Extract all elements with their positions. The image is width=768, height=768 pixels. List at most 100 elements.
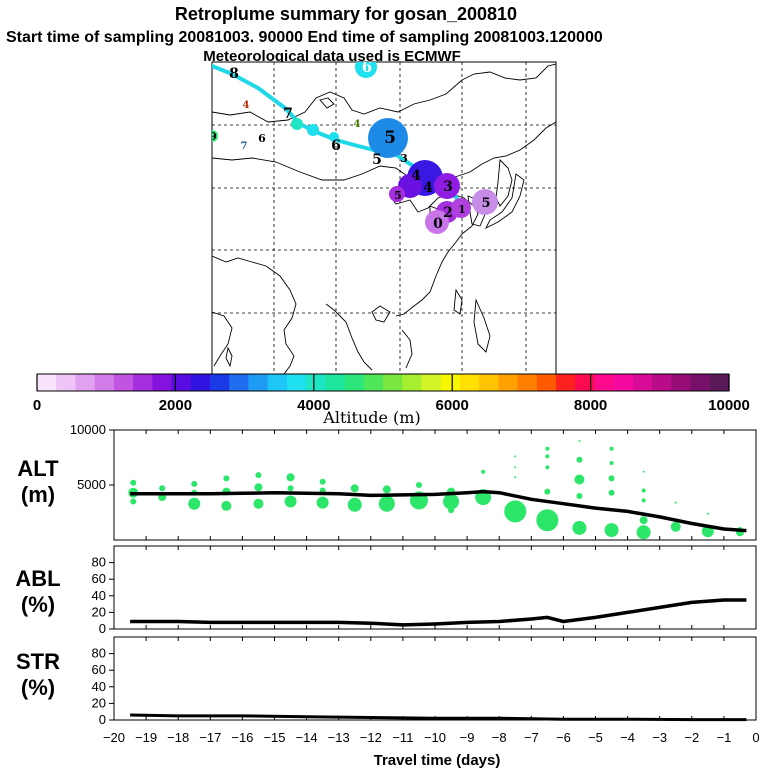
traj-label: 6 xyxy=(331,138,341,154)
alt-point xyxy=(609,461,614,465)
alt-point xyxy=(514,476,517,479)
traj-label: 4 xyxy=(423,180,433,196)
cluster-3 xyxy=(434,173,460,199)
traj-label: 3 xyxy=(400,152,408,165)
alt-point xyxy=(636,525,651,540)
alt-point xyxy=(670,521,681,532)
alt-point xyxy=(286,473,295,482)
alt-point xyxy=(159,485,166,492)
alt-point xyxy=(130,479,137,486)
x-tick-label: −8 xyxy=(492,730,507,745)
colorbar-swatch xyxy=(56,374,77,391)
alt-point xyxy=(641,498,646,503)
colorbar-swatch xyxy=(171,374,192,391)
colorbar-swatch xyxy=(267,374,288,391)
colorbar-swatch xyxy=(671,374,692,391)
figure-title: Retroplume summary for gosan_200810 xyxy=(175,4,517,24)
traj-label: 4 xyxy=(243,100,250,111)
colorbar-swatch xyxy=(94,374,115,391)
colorbar-swatch xyxy=(229,374,250,391)
alt-point xyxy=(443,493,460,510)
y-tick-label: 40 xyxy=(92,588,106,603)
str-panel-unit: (%) xyxy=(21,675,55,700)
alt-point xyxy=(642,470,645,473)
colorbar-swatch xyxy=(75,374,96,391)
alt-point xyxy=(254,483,263,492)
alt-xticks xyxy=(113,430,757,540)
alt-point xyxy=(544,488,551,495)
colorbar-swatch xyxy=(440,374,461,391)
abl-panel-unit: (%) xyxy=(21,592,55,617)
alt-point xyxy=(578,440,581,442)
y-tick-label: 80 xyxy=(92,646,106,661)
colorbar-swatch xyxy=(152,374,173,391)
alt-point xyxy=(350,484,359,493)
alt-panel-frame xyxy=(113,429,757,541)
alt-point xyxy=(347,497,362,512)
y-tick-label: 60 xyxy=(92,662,106,677)
colorbar-swatch xyxy=(613,374,634,391)
colorbar-swatch xyxy=(594,374,615,391)
cluster-7 xyxy=(307,124,319,136)
cluster-2b xyxy=(451,198,471,218)
alt-point xyxy=(316,496,329,509)
traj-label: 3 xyxy=(443,179,453,195)
alt-point xyxy=(608,489,615,496)
colorbar-tick-label: 4000 xyxy=(297,397,330,414)
traj-label: 5 xyxy=(384,128,396,148)
colorbar-swatch xyxy=(498,374,519,391)
traj-label: 2 xyxy=(443,205,453,221)
alt-panel: ALT (m) 5000 10000 xyxy=(17,422,757,541)
alt-point xyxy=(572,520,587,535)
colorbar-swatch xyxy=(306,374,326,391)
traj-label: 5 xyxy=(372,152,382,168)
colorbar-swatch xyxy=(286,374,307,391)
met-data-source: Meteorological data used is ECMWF xyxy=(203,48,461,65)
alt-point xyxy=(536,509,559,532)
x-tick-label: −4 xyxy=(620,730,635,745)
colorbar-tick-label: 2000 xyxy=(159,397,192,414)
alt-point xyxy=(319,478,326,485)
colorbar-swatch xyxy=(363,374,384,391)
alt-point xyxy=(221,500,232,511)
traj-label: 7 xyxy=(283,106,293,122)
colorbar-swatch xyxy=(190,374,211,391)
alt-point xyxy=(284,495,297,508)
map-gridlines xyxy=(212,62,556,374)
y-tick-label: 5000 xyxy=(77,477,106,492)
cluster-5b xyxy=(389,186,405,202)
x-tick-label: −17 xyxy=(199,730,221,745)
alt-point xyxy=(574,474,585,485)
map-panel: 6 8 4 7 4 9 7 6 6 5 5 3 4 4 3 5 5 2 1 0 xyxy=(209,58,557,375)
abl-panel-label: ABL xyxy=(15,566,60,591)
traj-label: 9 xyxy=(209,130,217,143)
x-tick-label: −14 xyxy=(296,730,318,745)
traj-label: 6 xyxy=(258,132,266,145)
sampling-times: Start time of sampling 20081003. 90000 E… xyxy=(6,29,603,46)
colorbar-swatch xyxy=(383,374,403,391)
alt-point xyxy=(188,497,201,510)
colorbar-swatch xyxy=(113,374,134,391)
trajectory-labels: 6 8 4 7 4 9 7 6 6 5 5 3 4 4 3 5 5 2 1 0 xyxy=(209,58,491,232)
x-tick-label: −16 xyxy=(231,730,253,745)
x-axis-title: Travel time (days) xyxy=(374,752,501,768)
alt-point xyxy=(378,495,395,512)
alt-point xyxy=(706,512,709,515)
alt-point xyxy=(545,446,550,451)
traj-label: 6 xyxy=(362,58,372,76)
colorbar-swatch xyxy=(37,374,57,391)
alt-mean-line xyxy=(130,489,747,533)
alt-panel-unit: (m) xyxy=(21,482,55,507)
colorbar-swatch xyxy=(556,374,576,391)
colorbar-swatch xyxy=(421,374,442,391)
str-panel-label: STR xyxy=(16,649,60,674)
colorbar-swatch xyxy=(459,374,480,391)
alt-point xyxy=(481,469,486,474)
cluster-5-large xyxy=(368,118,408,158)
traj-label: 0 xyxy=(433,216,443,232)
colorbar-tick-label: 10000 xyxy=(708,397,750,414)
cluster-0 xyxy=(425,210,449,234)
